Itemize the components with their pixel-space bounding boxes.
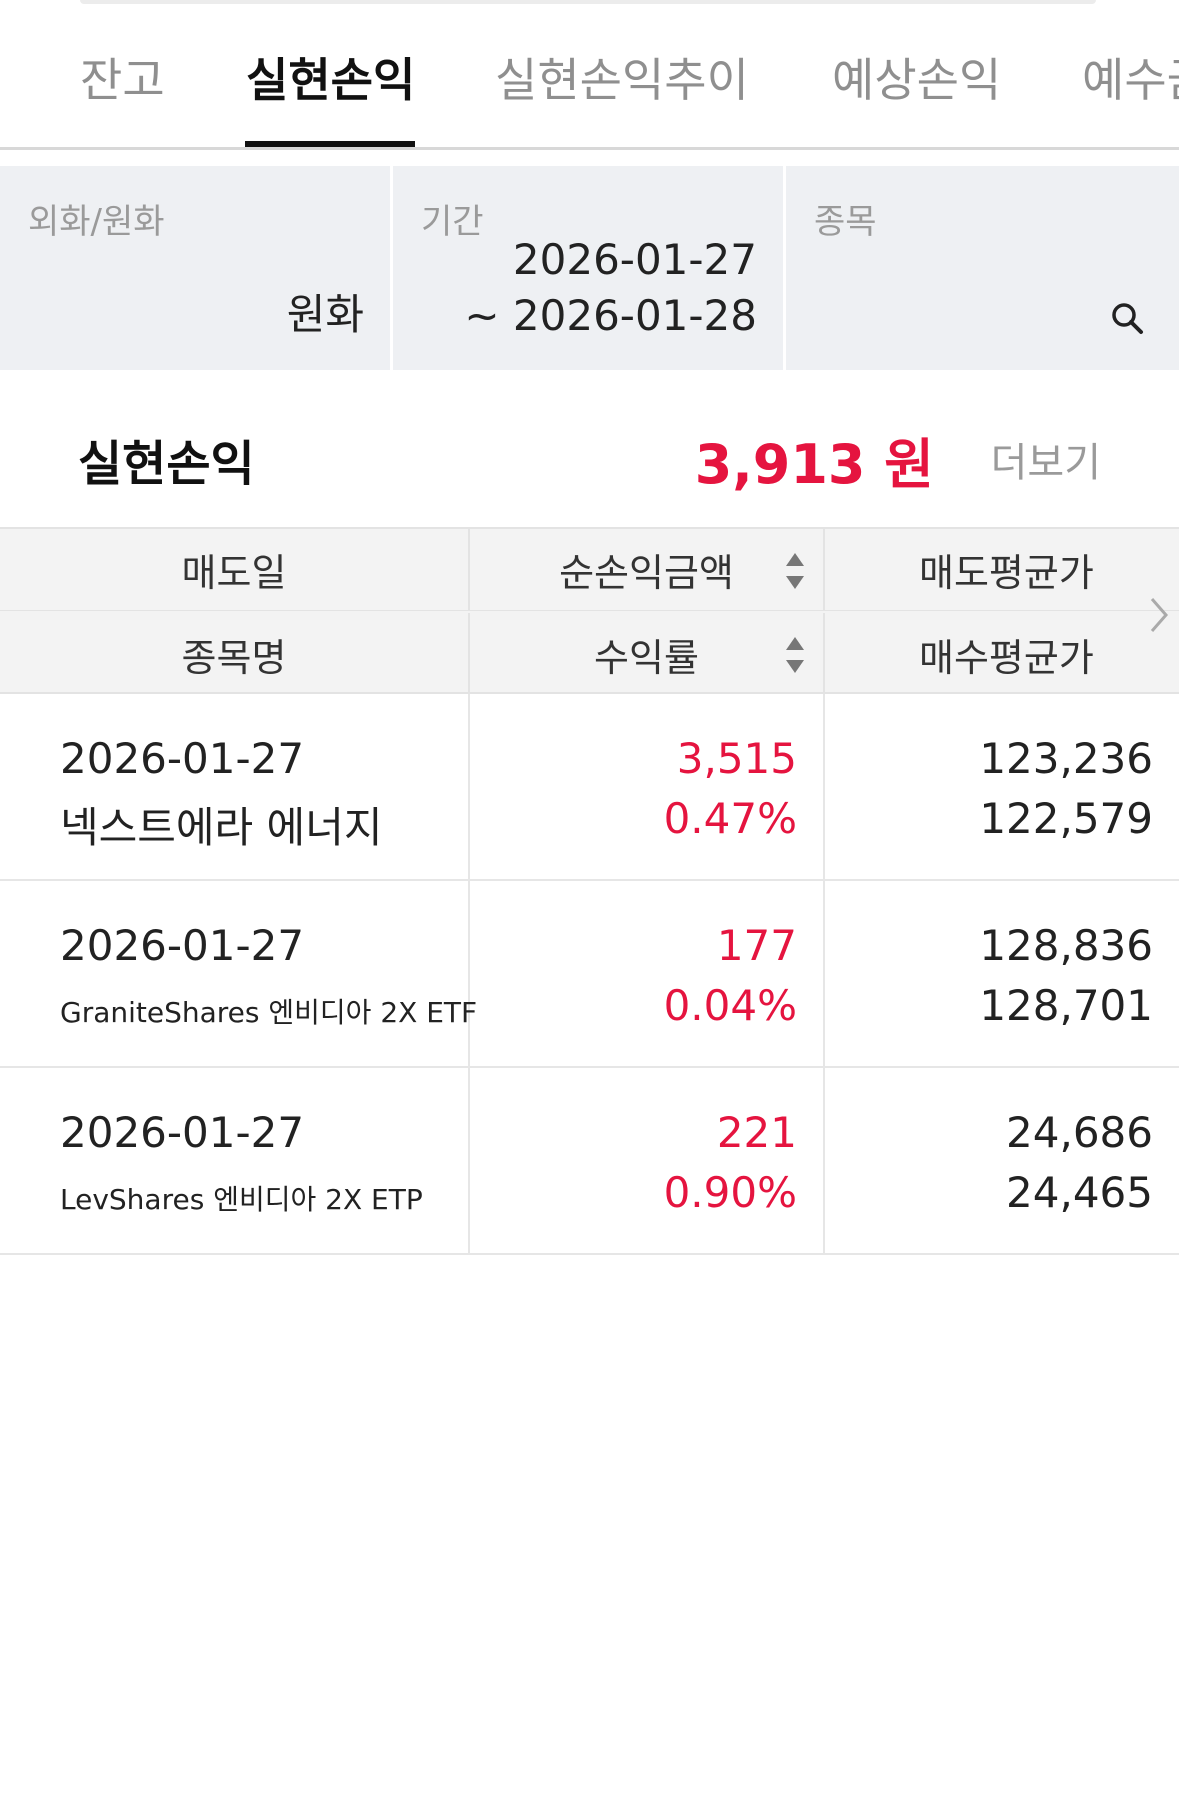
period-filter[interactable]: 기간 2026-01-27 ~ 2026-01-28 bbox=[393, 166, 783, 370]
sell-date: 2026-01-27 bbox=[60, 734, 305, 783]
header-sell-avg-price: 매도평균가 bbox=[919, 551, 1094, 595]
price-cell: 24,686 24,465 bbox=[825, 1068, 1179, 1253]
return-rate: 0.47% bbox=[663, 794, 797, 843]
stock-cell: 2026-01-27 넥스트에라 에너지 bbox=[0, 694, 470, 879]
header-row-1: 매도일 순손익금액 매도평균가 bbox=[0, 529, 1179, 611]
tab-realized-pnl[interactable]: 실현손익 bbox=[246, 53, 416, 107]
period-filter-label: 기간 bbox=[421, 202, 484, 242]
tab-expected-pnl[interactable]: 예상손익 bbox=[832, 53, 1002, 107]
table-row[interactable]: 2026-01-27 GraniteShares 엔비디아 2X ETF 177… bbox=[0, 881, 1179, 1068]
currency-filter-label: 외화/원화 bbox=[28, 202, 165, 242]
chevron-right-icon[interactable] bbox=[1147, 595, 1171, 635]
sort-icon[interactable] bbox=[783, 633, 807, 677]
header-return-rate[interactable]: 수익률 bbox=[470, 613, 825, 695]
header-sell-date: 매도일 bbox=[0, 529, 470, 610]
return-rate: 0.90% bbox=[663, 1168, 797, 1217]
return-rate: 0.04% bbox=[663, 981, 797, 1030]
stock-cell: 2026-01-27 LevShares 엔비디아 2X ETP bbox=[0, 1068, 470, 1253]
header-buy-avg-price: 매수평균가 bbox=[919, 635, 1094, 680]
realized-pnl-table: 매도일 순손익금액 매도평균가 종목명 수익률 매수평균가 bbox=[0, 527, 1179, 1255]
search-icon[interactable] bbox=[1109, 300, 1145, 336]
price-cell: 123,236 122,579 bbox=[825, 694, 1179, 879]
period-end: ~ 2026-01-28 bbox=[464, 291, 757, 340]
period-start: 2026-01-27 bbox=[512, 235, 757, 284]
net-profit: 3,515 bbox=[676, 734, 797, 783]
header-stock-name: 종목명 bbox=[0, 613, 470, 695]
tab-realized-pnl-trend[interactable]: 실현손익추이 bbox=[495, 53, 749, 107]
summary-amount: 3,913 원 bbox=[694, 433, 934, 496]
sell-avg-price: 123,236 bbox=[979, 734, 1153, 783]
stock-filter[interactable]: 종목 bbox=[786, 166, 1179, 370]
header-return-rate-label: 수익률 bbox=[594, 635, 699, 680]
sell-date: 2026-01-27 bbox=[60, 921, 305, 970]
active-tab-indicator bbox=[245, 141, 415, 147]
tab-deposit[interactable]: 예수금 bbox=[1082, 53, 1179, 107]
stock-filter-label: 종목 bbox=[814, 202, 877, 242]
tab-bar: 잔고 실현손익 실현손익추이 예상손익 예수금 bbox=[0, 0, 1179, 150]
buy-avg-price: 122,579 bbox=[979, 794, 1153, 843]
sort-icon[interactable] bbox=[783, 549, 807, 593]
period-range: 2026-01-27 ~ 2026-01-28 bbox=[464, 232, 757, 344]
stock-name: 넥스트에라 에너지 bbox=[60, 803, 383, 852]
price-cell: 128,836 128,701 bbox=[825, 881, 1179, 1066]
profit-cell: 3,515 0.47% bbox=[470, 694, 825, 879]
stock-name: GraniteShares 엔비디아 2X ETF bbox=[60, 996, 478, 1029]
filter-panel: 외화/원화 원화 기간 2026-01-27 ~ 2026-01-28 종목 bbox=[0, 166, 1179, 370]
table-header: 매도일 순손익금액 매도평균가 종목명 수익률 매수평균가 bbox=[0, 527, 1179, 695]
realized-pnl-summary: 실현손익 3,913 원 더보기 bbox=[0, 370, 1179, 528]
header-row-2: 종목명 수익률 매수평균가 bbox=[0, 613, 1179, 695]
currency-filter-value: 원화 bbox=[286, 290, 364, 339]
summary-title: 실현손익 bbox=[78, 436, 255, 492]
buy-avg-price: 24,465 bbox=[1006, 1168, 1153, 1217]
currency-filter[interactable]: 외화/원화 원화 bbox=[0, 166, 390, 370]
header-net-profit[interactable]: 순손익금액 bbox=[470, 529, 825, 610]
more-link[interactable]: 더보기 bbox=[990, 440, 1101, 486]
table-row[interactable]: 2026-01-27 넥스트에라 에너지 3,515 0.47% 123,236… bbox=[0, 694, 1179, 881]
profit-cell: 177 0.04% bbox=[470, 881, 825, 1066]
stock-name: LevShares 엔비디아 2X ETP bbox=[60, 1183, 423, 1216]
tab-balance[interactable]: 잔고 bbox=[80, 53, 165, 107]
stock-cell: 2026-01-27 GraniteShares 엔비디아 2X ETF bbox=[0, 881, 477, 1066]
net-profit: 177 bbox=[716, 921, 797, 970]
top-handle-strip bbox=[80, 0, 1096, 4]
sell-avg-price: 24,686 bbox=[1006, 1108, 1153, 1157]
profit-cell: 221 0.90% bbox=[470, 1068, 825, 1253]
table-row[interactable]: 2026-01-27 LevShares 엔비디아 2X ETP 221 0.9… bbox=[0, 1068, 1179, 1255]
header-net-profit-label: 순손익금액 bbox=[559, 551, 734, 595]
sell-avg-price: 128,836 bbox=[979, 921, 1153, 970]
buy-avg-price: 128,701 bbox=[979, 981, 1153, 1030]
net-profit: 221 bbox=[716, 1108, 797, 1157]
sell-date: 2026-01-27 bbox=[60, 1108, 305, 1157]
